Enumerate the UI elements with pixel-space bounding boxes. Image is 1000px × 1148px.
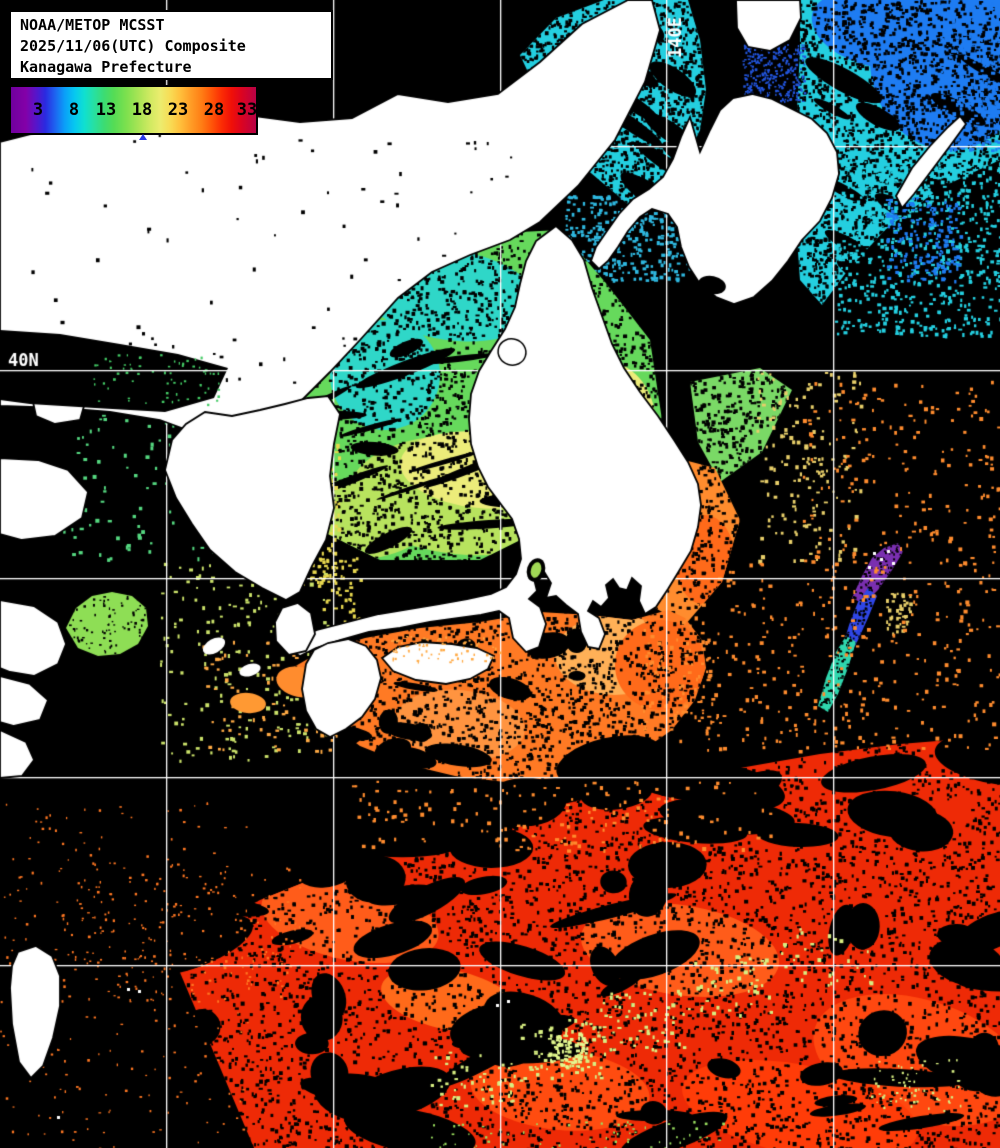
title-box: NOAA/METOP MCSST 2025/11/06(UTC) Composi… — [9, 10, 333, 80]
colorbar-tick: 18 — [131, 100, 153, 120]
colorbar-tick: 13 — [95, 100, 117, 120]
colorbar-value-marker-icon — [139, 134, 147, 140]
date-line: 2025/11/06(UTC) Composite — [20, 37, 246, 55]
region-line: Kanagawa Prefecture — [20, 58, 192, 76]
product-title: NOAA/METOP MCSST — [20, 16, 165, 34]
colorbar-tick: 8 — [68, 100, 80, 120]
colorbar-tick: 28 — [203, 100, 225, 120]
colorbar-tick: 33 — [236, 100, 258, 120]
colorbar-tick: 3 — [32, 100, 44, 120]
temperature-colorbar: 3 8 13 18 23 28 33 — [9, 85, 258, 135]
colorbar-tick: 23 — [167, 100, 189, 120]
